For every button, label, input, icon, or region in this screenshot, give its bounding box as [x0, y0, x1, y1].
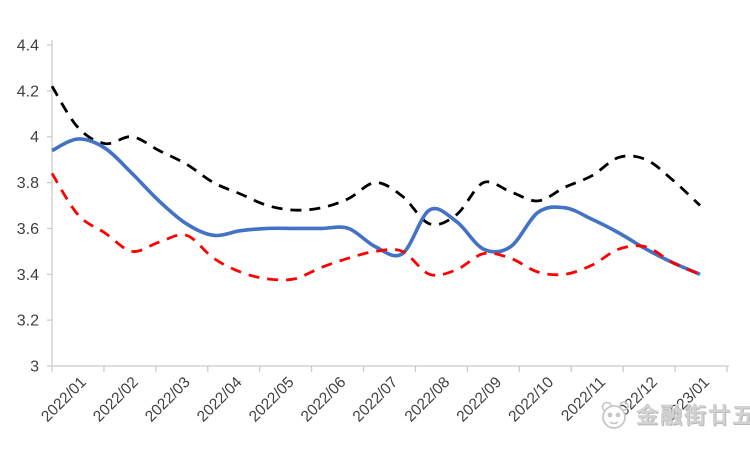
y-axis-tick-label: 4.4	[17, 38, 39, 55]
y-axis-tick-label: 3.8	[17, 175, 39, 192]
x-axis-tick-label: 2022/04	[194, 374, 246, 426]
x-axis-tick-label: 2022/05	[246, 374, 298, 426]
y-axis-tick-label: 4.2	[17, 83, 39, 100]
y-axis-tick-label: 3	[30, 359, 39, 376]
series-blue-solid-line	[51, 137, 701, 276]
x-axis-tick-label: 2022/02	[90, 374, 142, 426]
x-axis-tick-label: 2022/06	[298, 374, 350, 426]
series-black-dashed-line	[50, 85, 701, 227]
x-axis-tick-label: 2022/08	[402, 374, 454, 426]
x-axis-tick-label: 2022/10	[505, 374, 557, 426]
x-axis-tick-label: 2022/03	[142, 374, 194, 426]
y-axis-tick-label: 3.2	[17, 313, 39, 330]
series-red-dashed-line	[50, 172, 701, 282]
watermark-text: 金融街廿五	[636, 403, 750, 428]
y-axis-tick-label: 3.6	[17, 221, 39, 238]
y-axis-tick-label: 3.4	[17, 267, 39, 284]
x-axis-tick-label: 2022/07	[350, 374, 402, 426]
panda-logo-icon	[601, 401, 629, 429]
watermark: 金融街廿五	[597, 394, 750, 434]
x-axis-tick-label: 2022/01	[38, 374, 90, 426]
x-axis-tick-label: 2022/09	[454, 374, 506, 426]
y-axis-tick-label: 4	[30, 129, 39, 146]
